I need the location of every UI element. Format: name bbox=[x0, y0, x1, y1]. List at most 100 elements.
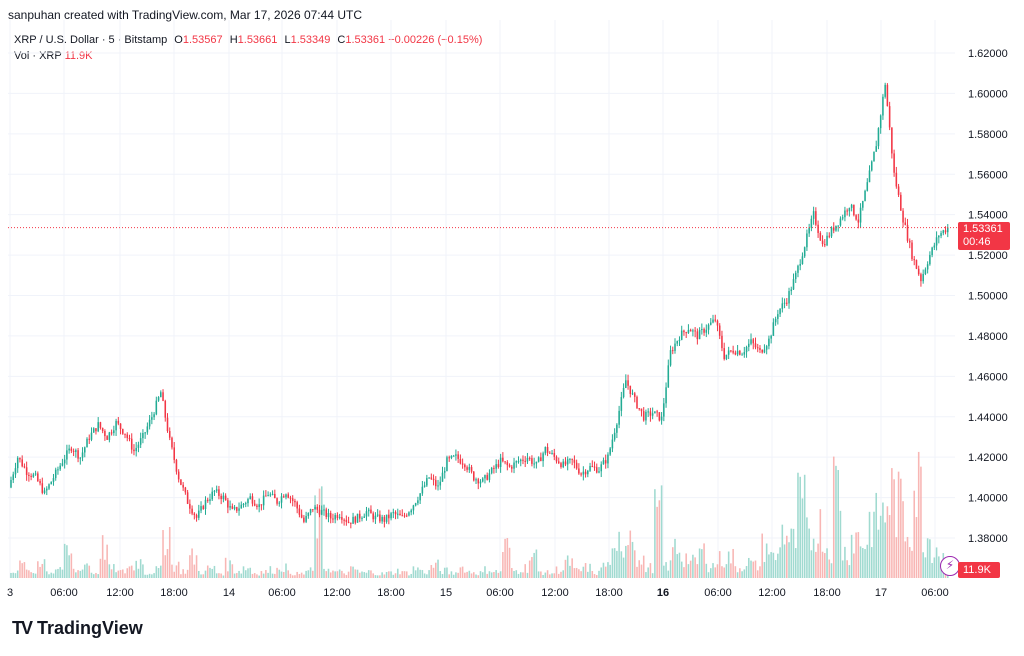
candle-body bbox=[50, 481, 53, 485]
volume-bar bbox=[267, 572, 269, 578]
candle-body bbox=[307, 512, 310, 517]
candle-body bbox=[455, 454, 457, 456]
candle-body bbox=[99, 422, 102, 428]
volume-bar bbox=[211, 568, 213, 578]
volume-bar bbox=[191, 548, 193, 578]
volume-bar bbox=[173, 571, 175, 578]
candle-body bbox=[705, 329, 708, 333]
candle-body bbox=[649, 411, 652, 416]
candle-body bbox=[410, 510, 412, 513]
candle-body bbox=[446, 457, 448, 472]
volume-bar bbox=[209, 567, 211, 578]
low-value: 1.53349 bbox=[290, 34, 331, 46]
candle-body bbox=[470, 467, 473, 472]
x-tick-label: 14 bbox=[223, 587, 235, 599]
lightning-bolt-icon[interactable]: ⚡ bbox=[940, 556, 960, 576]
candle-body bbox=[305, 516, 307, 522]
candle-body bbox=[886, 84, 889, 107]
volume-bar bbox=[712, 563, 714, 578]
x-tick-label: 18:00 bbox=[160, 587, 188, 599]
volume-bar bbox=[12, 572, 15, 578]
volume-bar bbox=[28, 570, 30, 578]
candle-body bbox=[821, 240, 824, 245]
volume-bar bbox=[157, 568, 160, 578]
candle-body bbox=[130, 438, 133, 450]
candle-body bbox=[242, 503, 245, 505]
candle-body bbox=[195, 515, 198, 518]
candle-body bbox=[128, 437, 131, 439]
candle-body bbox=[669, 350, 672, 366]
candle-body bbox=[513, 462, 515, 469]
volume-bar bbox=[115, 572, 117, 578]
volume-bar bbox=[870, 547, 873, 578]
candle-body bbox=[866, 182, 869, 191]
volume-bar bbox=[41, 563, 44, 578]
volume-bar bbox=[218, 573, 220, 578]
candle-body bbox=[598, 471, 600, 473]
candle-body bbox=[685, 332, 687, 334]
volume-bar bbox=[627, 545, 629, 578]
candle-body bbox=[595, 467, 598, 473]
candle-body bbox=[437, 485, 439, 487]
volume-bar bbox=[685, 553, 687, 578]
volume-bar bbox=[358, 572, 361, 578]
candle-body bbox=[519, 459, 522, 462]
volume-bar bbox=[578, 569, 580, 578]
volume-bar bbox=[886, 506, 889, 578]
volume-bar bbox=[309, 567, 312, 578]
volume-bar bbox=[276, 567, 278, 578]
symbol-label[interactable]: XRP / U.S. Dollar · 5 · Bitstamp bbox=[14, 34, 168, 46]
volume-bar bbox=[709, 568, 712, 578]
volume-bar bbox=[468, 570, 471, 578]
candle-body bbox=[663, 403, 665, 417]
candle-body bbox=[332, 518, 334, 520]
volume-bar bbox=[683, 567, 685, 578]
volume-bar bbox=[92, 574, 95, 578]
volume-bar bbox=[372, 573, 374, 578]
candle-body bbox=[110, 432, 113, 434]
candle-body bbox=[133, 449, 135, 452]
y-tick-label: 1.46000 bbox=[968, 371, 1008, 383]
candle-body bbox=[748, 343, 750, 347]
candle-body bbox=[405, 515, 408, 517]
candle-body bbox=[144, 432, 146, 434]
volume-bar bbox=[897, 471, 900, 578]
volume-bar bbox=[385, 572, 388, 578]
volume-bar bbox=[142, 564, 144, 578]
candle-body bbox=[763, 349, 766, 353]
volume-bar bbox=[77, 570, 79, 578]
volume-bar bbox=[848, 565, 851, 578]
candle-body bbox=[739, 350, 741, 355]
candle-body bbox=[674, 343, 676, 351]
candle-body bbox=[797, 265, 799, 273]
candle-body bbox=[45, 488, 48, 491]
candle-body bbox=[741, 354, 743, 356]
volume-bar bbox=[106, 544, 108, 578]
candle-body bbox=[282, 496, 285, 498]
volume-bar bbox=[743, 569, 746, 578]
volume-bar bbox=[48, 574, 50, 578]
candle-body bbox=[940, 233, 942, 236]
candle-body bbox=[584, 471, 587, 475]
candle-body bbox=[850, 204, 853, 208]
volume-bar bbox=[718, 551, 721, 578]
candle-body bbox=[938, 235, 940, 238]
volume-bar bbox=[900, 478, 902, 578]
candle-body bbox=[354, 516, 357, 523]
candle-body bbox=[88, 438, 91, 440]
volume-bar bbox=[423, 573, 426, 578]
volume-bar bbox=[430, 565, 433, 578]
candle-body bbox=[578, 468, 580, 474]
volume-bar bbox=[229, 560, 231, 578]
tradingview-logo[interactable]: TV TradingView bbox=[12, 618, 143, 639]
volume-bar bbox=[45, 571, 48, 578]
volume-bar bbox=[495, 570, 497, 578]
candle-body bbox=[468, 467, 471, 470]
candle-body bbox=[832, 227, 835, 231]
candle-body bbox=[206, 499, 209, 501]
volume-bar bbox=[376, 575, 379, 578]
candle-body bbox=[537, 457, 540, 462]
candle-body bbox=[526, 457, 529, 462]
volume-bar bbox=[511, 568, 513, 578]
